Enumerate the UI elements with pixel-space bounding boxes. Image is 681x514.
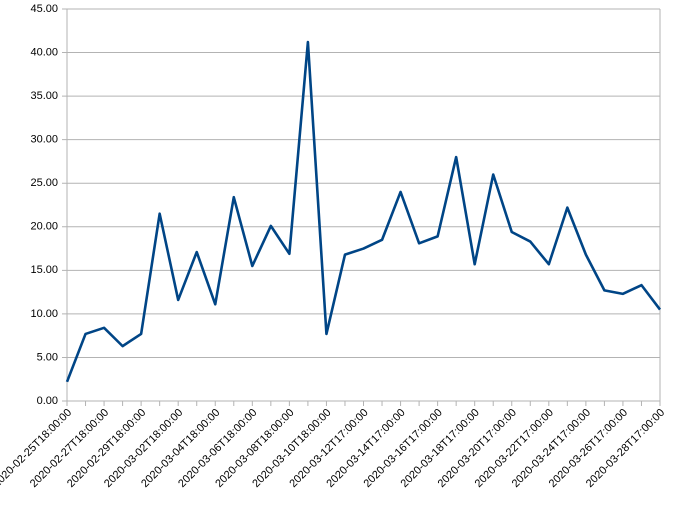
y-tick-label: 40.00 [30, 46, 58, 58]
y-tick-label: 5.00 [37, 351, 58, 363]
y-tick-label: 10.00 [30, 308, 58, 320]
y-tick-label: 0.00 [37, 395, 58, 407]
y-tick-label: 45.00 [30, 3, 58, 15]
y-tick-label: 35.00 [30, 90, 58, 102]
y-tick-label: 25.00 [30, 177, 58, 189]
y-tick-label: 30.00 [30, 134, 58, 146]
y-tick-label: 15.00 [30, 264, 58, 276]
data-line [65, 40, 662, 383]
y-tick-label: 20.00 [30, 221, 58, 233]
